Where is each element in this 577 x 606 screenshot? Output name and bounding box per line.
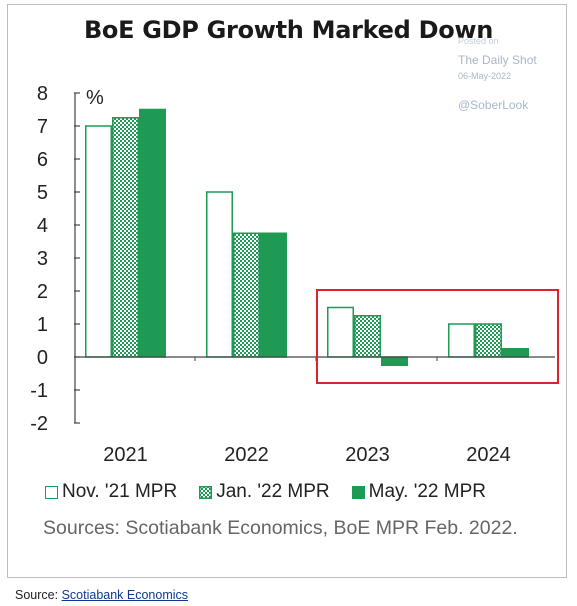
y-tick-label: 4	[37, 215, 48, 237]
legend-item-may22: May. '22 MPR	[351, 481, 486, 503]
y-tick-label: 5	[37, 182, 48, 204]
legend-swatch-dotted	[199, 485, 213, 499]
legend-item-jan22: Jan. '22 MPR	[199, 481, 330, 503]
x-tick-label-2021: 2021	[103, 444, 148, 466]
bar-2023-series-2	[381, 356, 408, 366]
legend-label-may22: May. '22 MPR	[368, 481, 486, 502]
legend-label-nov21: Nov. '21 MPR	[62, 481, 178, 502]
chart-title: BoE GDP Growth Marked Down	[83, 16, 494, 44]
watermark-handle: @SoberLook	[458, 98, 529, 112]
x-tick-label-2023: 2023	[345, 444, 390, 466]
legend-label-jan22: Jan. '22 MPR	[216, 481, 330, 502]
bar-2022-series-1	[233, 232, 260, 358]
y-tick-label: -2	[30, 413, 48, 435]
watermark-publication: The Daily Shot	[458, 53, 537, 67]
footer-source-link[interactable]: Scotiabank Economics	[61, 588, 189, 602]
y-tick-label: 8	[37, 83, 48, 105]
bar-2022-series-0	[206, 191, 233, 358]
y-tick-label: 2	[37, 281, 48, 303]
watermark-date: 06-May-2022	[458, 71, 512, 81]
y-tick-label: 0	[37, 347, 48, 369]
legend-item-nov21: Nov. '21 MPR	[45, 481, 177, 503]
y-tick-label: 1	[37, 314, 48, 336]
y-tick-label: 6	[37, 149, 48, 171]
y-tick-label: 3	[37, 248, 48, 270]
bar-2021-series-1	[112, 117, 139, 358]
legend-swatch-outline	[45, 485, 58, 499]
bar-2024-series-0	[448, 323, 475, 358]
legend: Nov. '21 MPR Jan. '22 MPR May. '22 MPR	[45, 481, 508, 503]
y-axis-label: %	[86, 87, 104, 109]
bar-2024-series-2	[502, 348, 529, 358]
watermark-posted: Posted on	[458, 36, 499, 46]
x-tick-label-2024: 2024	[466, 444, 511, 466]
bar-2022-series-2	[260, 232, 287, 358]
highlight-box	[316, 289, 559, 384]
bar-2021-series-0	[85, 125, 112, 358]
bar-2023-series-0	[327, 306, 354, 358]
y-tick-label: 7	[37, 116, 48, 138]
bar-2021-series-2	[139, 108, 166, 358]
x-tick-label-2022: 2022	[224, 444, 269, 466]
chart-sources: Sources: Scotiabank Economics, BoE MPR F…	[43, 517, 518, 539]
legend-swatch-solid	[351, 485, 365, 499]
footer-source: Source: Scotiabank Economics	[15, 588, 188, 602]
bar-chart: % 8 7 6 5 4 3 2 1 0 -1 -2 2021 2022 2023 2024	[30, 83, 559, 466]
footer-source-label: Source:	[15, 588, 59, 602]
y-tick-label: -1	[30, 380, 48, 402]
bar-2023-series-1	[354, 315, 381, 358]
bar-2024-series-1	[475, 323, 502, 358]
